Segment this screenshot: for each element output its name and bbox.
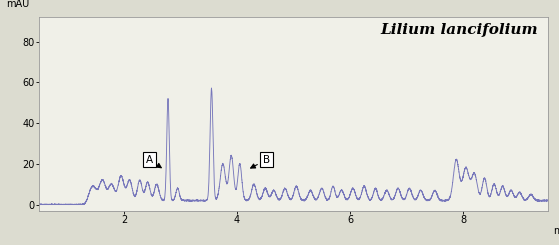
Text: A: A <box>146 155 161 168</box>
Text: Lilium lancifolium: Lilium lancifolium <box>380 23 538 37</box>
Text: min: min <box>553 226 559 236</box>
Text: B: B <box>250 155 270 168</box>
Text: mAU: mAU <box>6 0 29 9</box>
